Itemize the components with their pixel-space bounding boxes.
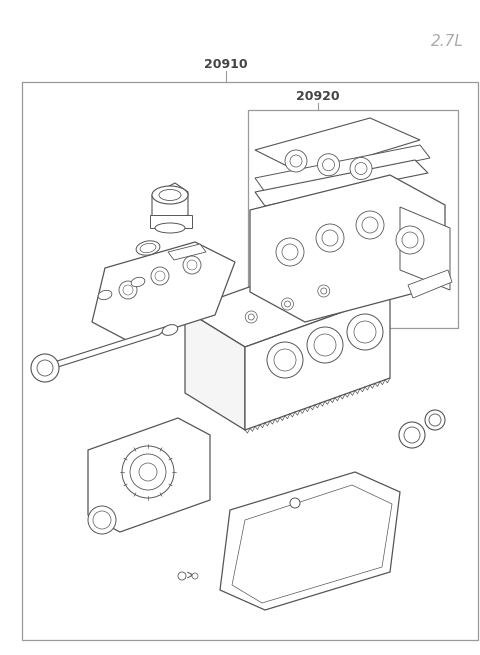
Circle shape (267, 342, 303, 378)
Circle shape (187, 260, 197, 270)
Circle shape (356, 211, 384, 239)
Text: 20910: 20910 (204, 58, 248, 71)
Circle shape (317, 154, 339, 176)
Circle shape (399, 422, 425, 448)
Polygon shape (245, 295, 390, 430)
Polygon shape (250, 175, 445, 322)
Circle shape (139, 463, 157, 481)
Circle shape (178, 572, 186, 580)
Polygon shape (408, 270, 452, 298)
Circle shape (290, 498, 300, 508)
Text: 20920: 20920 (296, 90, 340, 103)
Circle shape (130, 454, 166, 490)
Circle shape (404, 427, 420, 443)
Circle shape (347, 314, 383, 350)
Circle shape (285, 150, 307, 172)
Polygon shape (400, 207, 450, 290)
Circle shape (245, 311, 257, 323)
Circle shape (37, 360, 53, 376)
Polygon shape (168, 244, 206, 260)
Circle shape (402, 232, 418, 248)
Ellipse shape (136, 241, 160, 255)
Circle shape (248, 314, 254, 320)
Polygon shape (255, 145, 430, 192)
Circle shape (123, 285, 133, 295)
Circle shape (183, 256, 201, 274)
Ellipse shape (162, 325, 178, 335)
Circle shape (31, 354, 59, 382)
Circle shape (354, 321, 376, 343)
Polygon shape (220, 472, 400, 610)
Ellipse shape (131, 277, 145, 287)
Circle shape (318, 285, 330, 297)
Circle shape (350, 157, 372, 179)
Circle shape (323, 159, 335, 171)
Ellipse shape (98, 290, 112, 300)
Polygon shape (88, 418, 210, 532)
Ellipse shape (155, 223, 185, 233)
Circle shape (290, 155, 302, 167)
Circle shape (322, 230, 338, 246)
Ellipse shape (152, 186, 188, 204)
Circle shape (429, 414, 441, 426)
Polygon shape (150, 215, 192, 228)
Ellipse shape (159, 189, 181, 200)
Circle shape (155, 271, 165, 281)
Polygon shape (232, 485, 392, 603)
Circle shape (355, 162, 367, 174)
Circle shape (276, 238, 304, 266)
Circle shape (122, 446, 174, 498)
Circle shape (425, 410, 445, 430)
Circle shape (396, 226, 424, 254)
Circle shape (192, 573, 198, 579)
Circle shape (88, 506, 116, 534)
Circle shape (316, 224, 344, 252)
Circle shape (281, 298, 293, 310)
Circle shape (93, 511, 111, 529)
Circle shape (282, 244, 298, 260)
Polygon shape (92, 242, 235, 342)
Polygon shape (255, 160, 428, 206)
Ellipse shape (140, 244, 156, 253)
Polygon shape (39, 325, 171, 373)
Circle shape (362, 217, 378, 233)
Polygon shape (152, 183, 188, 228)
Circle shape (307, 327, 343, 363)
Polygon shape (185, 310, 245, 430)
Text: 2.7L: 2.7L (431, 35, 463, 50)
Polygon shape (255, 118, 420, 175)
Bar (248, 110, 458, 328)
Circle shape (119, 281, 137, 299)
Polygon shape (185, 258, 390, 347)
Circle shape (151, 267, 169, 285)
Circle shape (321, 288, 327, 294)
Circle shape (314, 334, 336, 356)
Circle shape (285, 301, 290, 307)
Circle shape (274, 349, 296, 371)
Bar (22, 82, 478, 640)
